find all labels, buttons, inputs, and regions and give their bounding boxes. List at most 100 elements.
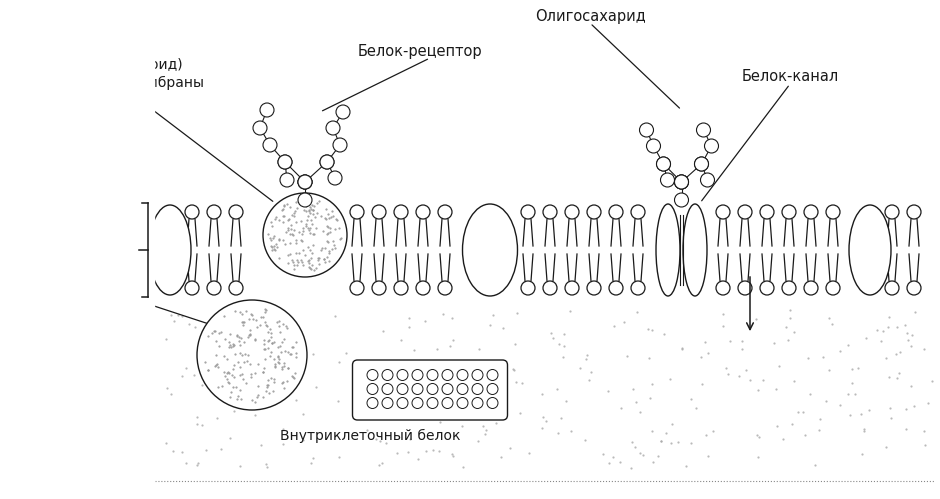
- Circle shape: [382, 384, 393, 395]
- Circle shape: [280, 173, 294, 187]
- Circle shape: [782, 205, 796, 219]
- Circle shape: [328, 171, 342, 185]
- Circle shape: [427, 398, 438, 409]
- Circle shape: [207, 281, 221, 295]
- Circle shape: [350, 205, 364, 219]
- Circle shape: [804, 205, 818, 219]
- Ellipse shape: [656, 204, 680, 296]
- Circle shape: [631, 205, 645, 219]
- Circle shape: [397, 369, 408, 381]
- Circle shape: [412, 398, 423, 409]
- Circle shape: [587, 281, 601, 295]
- Text: Олигосахарид: Олигосахарид: [535, 9, 646, 24]
- Circle shape: [738, 205, 752, 219]
- Circle shape: [543, 205, 557, 219]
- Circle shape: [416, 205, 430, 219]
- Circle shape: [382, 369, 393, 381]
- Text: Гликопротеин
(белок + олигосахарид)
наружного слоя мембраны: Гликопротеин (белок + олигосахарид) нару…: [5, 39, 204, 90]
- Circle shape: [695, 157, 709, 171]
- Circle shape: [350, 281, 364, 295]
- Text: Билипидный слой: Билипидный слой: [2, 207, 134, 221]
- Text: Внутриклеточный белок: Внутриклеточный белок: [280, 429, 461, 443]
- Circle shape: [826, 205, 840, 219]
- Circle shape: [367, 369, 378, 381]
- Circle shape: [372, 281, 386, 295]
- Circle shape: [229, 281, 243, 295]
- Circle shape: [675, 175, 688, 189]
- Circle shape: [782, 281, 796, 295]
- Circle shape: [472, 384, 483, 395]
- Circle shape: [675, 193, 688, 207]
- Circle shape: [438, 205, 452, 219]
- Circle shape: [704, 139, 718, 153]
- Circle shape: [394, 281, 408, 295]
- Circle shape: [760, 281, 774, 295]
- Circle shape: [367, 398, 378, 409]
- Circle shape: [639, 123, 653, 137]
- Circle shape: [442, 369, 453, 381]
- Circle shape: [298, 193, 312, 207]
- Circle shape: [263, 193, 347, 277]
- Circle shape: [278, 155, 292, 169]
- Circle shape: [394, 205, 408, 219]
- Circle shape: [442, 398, 453, 409]
- Circle shape: [565, 281, 579, 295]
- Circle shape: [427, 369, 438, 381]
- Circle shape: [804, 281, 818, 295]
- Circle shape: [656, 157, 670, 171]
- Bar: [0, 0, 154, 499]
- Circle shape: [826, 281, 840, 295]
- Circle shape: [697, 123, 711, 137]
- Circle shape: [185, 205, 199, 219]
- Text: Белок-рецептор: Белок-рецептор: [358, 44, 482, 59]
- Ellipse shape: [149, 205, 191, 295]
- Circle shape: [197, 300, 307, 410]
- Text: Белок внутреннего
слоя мембраны: Белок внутреннего слоя мембраны: [5, 289, 147, 321]
- Circle shape: [397, 398, 408, 409]
- Circle shape: [472, 398, 483, 409]
- Circle shape: [695, 157, 709, 171]
- Circle shape: [521, 281, 535, 295]
- Circle shape: [543, 281, 557, 295]
- Circle shape: [631, 281, 645, 295]
- Circle shape: [416, 281, 430, 295]
- Circle shape: [336, 105, 350, 119]
- Text: Белок-канал: Белок-канал: [742, 69, 838, 84]
- Circle shape: [716, 281, 730, 295]
- Circle shape: [263, 138, 277, 152]
- Ellipse shape: [849, 205, 891, 295]
- Circle shape: [229, 205, 243, 219]
- Circle shape: [412, 369, 423, 381]
- Circle shape: [675, 175, 688, 189]
- Circle shape: [885, 205, 899, 219]
- Circle shape: [438, 281, 452, 295]
- Circle shape: [427, 384, 438, 395]
- Circle shape: [185, 281, 199, 295]
- Circle shape: [716, 205, 730, 219]
- FancyBboxPatch shape: [352, 360, 508, 420]
- Circle shape: [457, 384, 468, 395]
- Circle shape: [260, 103, 274, 117]
- Circle shape: [253, 121, 267, 135]
- Circle shape: [320, 155, 334, 169]
- Circle shape: [521, 205, 535, 219]
- Circle shape: [397, 384, 408, 395]
- Circle shape: [700, 173, 714, 187]
- Circle shape: [320, 155, 334, 169]
- Circle shape: [738, 281, 752, 295]
- Circle shape: [207, 205, 221, 219]
- Circle shape: [609, 205, 623, 219]
- Circle shape: [457, 398, 468, 409]
- Circle shape: [472, 369, 483, 381]
- Circle shape: [760, 205, 774, 219]
- Circle shape: [587, 205, 601, 219]
- Circle shape: [487, 384, 498, 395]
- Ellipse shape: [683, 204, 707, 296]
- Circle shape: [326, 121, 340, 135]
- Circle shape: [278, 155, 292, 169]
- Circle shape: [457, 369, 468, 381]
- Circle shape: [565, 205, 579, 219]
- Circle shape: [367, 384, 378, 395]
- Circle shape: [885, 281, 899, 295]
- Circle shape: [298, 175, 312, 189]
